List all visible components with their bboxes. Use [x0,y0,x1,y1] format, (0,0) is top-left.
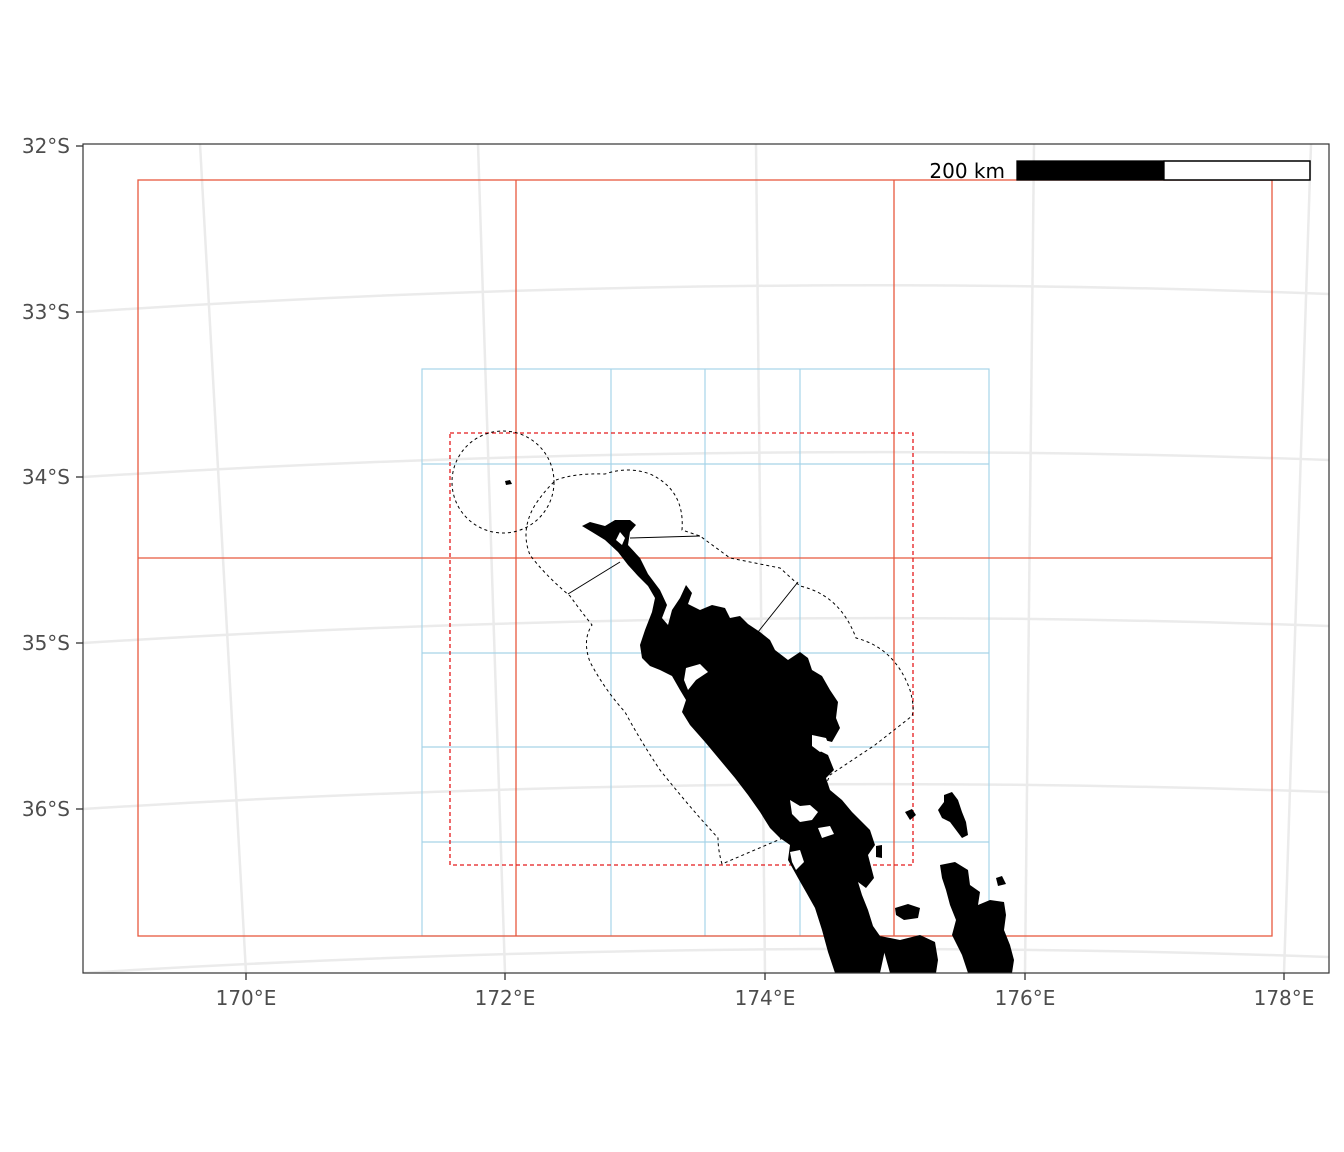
land-coromandel [940,862,1014,973]
x-tick-label-170E: 170°E [216,986,277,1010]
harbour [790,850,804,870]
land-harbours [616,532,834,870]
harbour [790,800,818,822]
scale-bar-outline [1016,160,1311,181]
land [505,480,1014,973]
x-tick-label-178E: 178°E [1254,986,1315,1010]
scale-bar-empty-segment [1163,160,1311,181]
y-tick-label-34S: 34°S [22,465,70,489]
zone-connector-line [757,581,799,633]
land-northland [582,520,885,973]
y-tick-label-33S: 33°S [22,300,70,324]
land-three-kings [505,480,512,485]
land-great-barrier [938,792,968,838]
graticule-lat-37S [83,947,1329,973]
zone-connector-line [629,535,701,539]
inner-extent-dashed [449,432,914,866]
scale-bar-label: 200 km [929,159,1005,183]
land-east-peninsula [880,935,938,973]
y-axis [76,145,83,810]
y-tick-label-36S: 36°S [22,797,70,821]
land-small-island [905,809,916,820]
scale-bar: 200 km [929,159,1311,183]
scale-bar-filled-segment [1017,161,1164,180]
harbour [812,735,830,752]
x-axis [245,973,1285,980]
panel-border [82,143,1330,974]
land-small-island [876,845,882,858]
zone-connector-line [567,561,621,595]
zone-boundary-dashed [451,430,914,865]
harbour [684,664,708,690]
land-small-island [895,904,920,920]
y-tick-label-32S: 32°S [22,134,70,158]
harbour [818,826,834,838]
x-tick-label-174E: 174°E [735,986,796,1010]
graticule-lat-33S [83,284,1329,314]
harbour [616,532,625,545]
zone-boundary-outline [525,469,914,865]
graticule-lon-178E [1282,144,1313,973]
y-tick-label-35S: 35°S [22,631,70,655]
land-small-island [996,876,1006,886]
zone-boundary-solid [567,535,799,633]
x-tick-label-176E: 176°E [995,986,1056,1010]
x-tick-label-172E: 172°E [475,986,536,1010]
coarse-grid [137,179,1273,937]
land-small-island [848,955,862,968]
